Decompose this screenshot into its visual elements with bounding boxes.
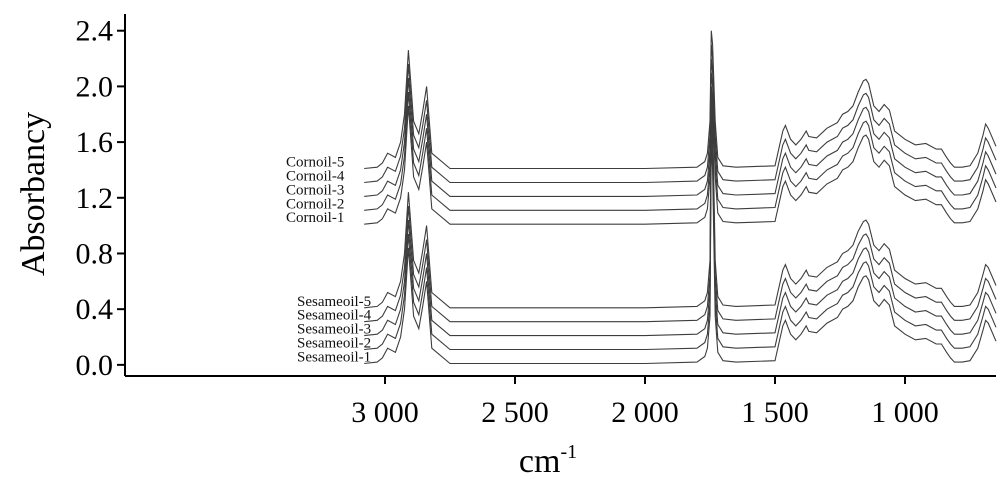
series-line-cornoil-3 [364,58,997,197]
series-line-sesameoil-4 [364,100,997,323]
series-label-cornoil-4: Cornoil-4 [286,169,345,185]
y-tick-label: 1.2 [76,182,114,215]
y-tick-label: 2.0 [76,70,114,103]
series-label-layer: Cornoil-5Cornoil-4Cornoil-3Cornoil-2Corn… [286,155,372,366]
series-line-sesameoil-1 [364,142,997,365]
series-label-cornoil-1: Cornoil-1 [286,210,344,226]
x-tick-label: 1 500 [741,396,809,429]
x-tick-label: 1 000 [871,396,939,429]
series-label-sesameoil-2: Sesameoil-2 [297,336,371,352]
axes [124,14,996,377]
x-axis-title-superscript: -1 [560,441,577,463]
y-tick-label: 0.0 [76,349,114,382]
series-line-cornoil-2 [364,72,997,211]
series-line-sesameoil-5 [364,86,997,309]
x-tick-label: 3 000 [351,396,419,429]
series-line-cornoil-1 [364,86,997,225]
series-line-sesameoil-2 [364,128,997,351]
series-line-sesameoil-3 [364,114,997,337]
y-tick-label: 0.4 [76,293,114,326]
series-label-cornoil-2: Cornoil-2 [286,196,344,212]
series-label-cornoil-3: Cornoil-3 [286,182,344,198]
y-tick-label: 2.4 [76,15,114,48]
y-tick-label: 0.8 [76,237,114,270]
series-layer [364,30,997,365]
series-label-sesameoil-4: Sesameoil-4 [297,308,372,324]
x-ticks: 3 000 2 500 2 000 1 500 1 000 [351,376,939,429]
series-line-cornoil-5 [364,30,997,170]
y-tick-label: 1.6 [76,126,114,159]
x-axis-title-unit: cm [519,443,561,480]
series-label-sesameoil-1: Sesameoil-1 [297,350,371,366]
x-axis-title: cm-1 [519,441,577,480]
x-tick-label: 2 000 [611,396,679,429]
series-line-cornoil-4 [364,44,997,184]
series-label-sesameoil-3: Sesameoil-3 [297,322,371,338]
y-axis-title: Absorbancy [15,112,52,276]
series-label-cornoil-5: Cornoil-5 [286,155,344,171]
y-ticks: 0.0 0.4 0.8 1.2 1.6 2.0 2.4 [76,15,125,382]
series-label-sesameoil-5: Sesameoil-5 [297,294,371,310]
x-tick-label: 2 500 [481,396,549,429]
